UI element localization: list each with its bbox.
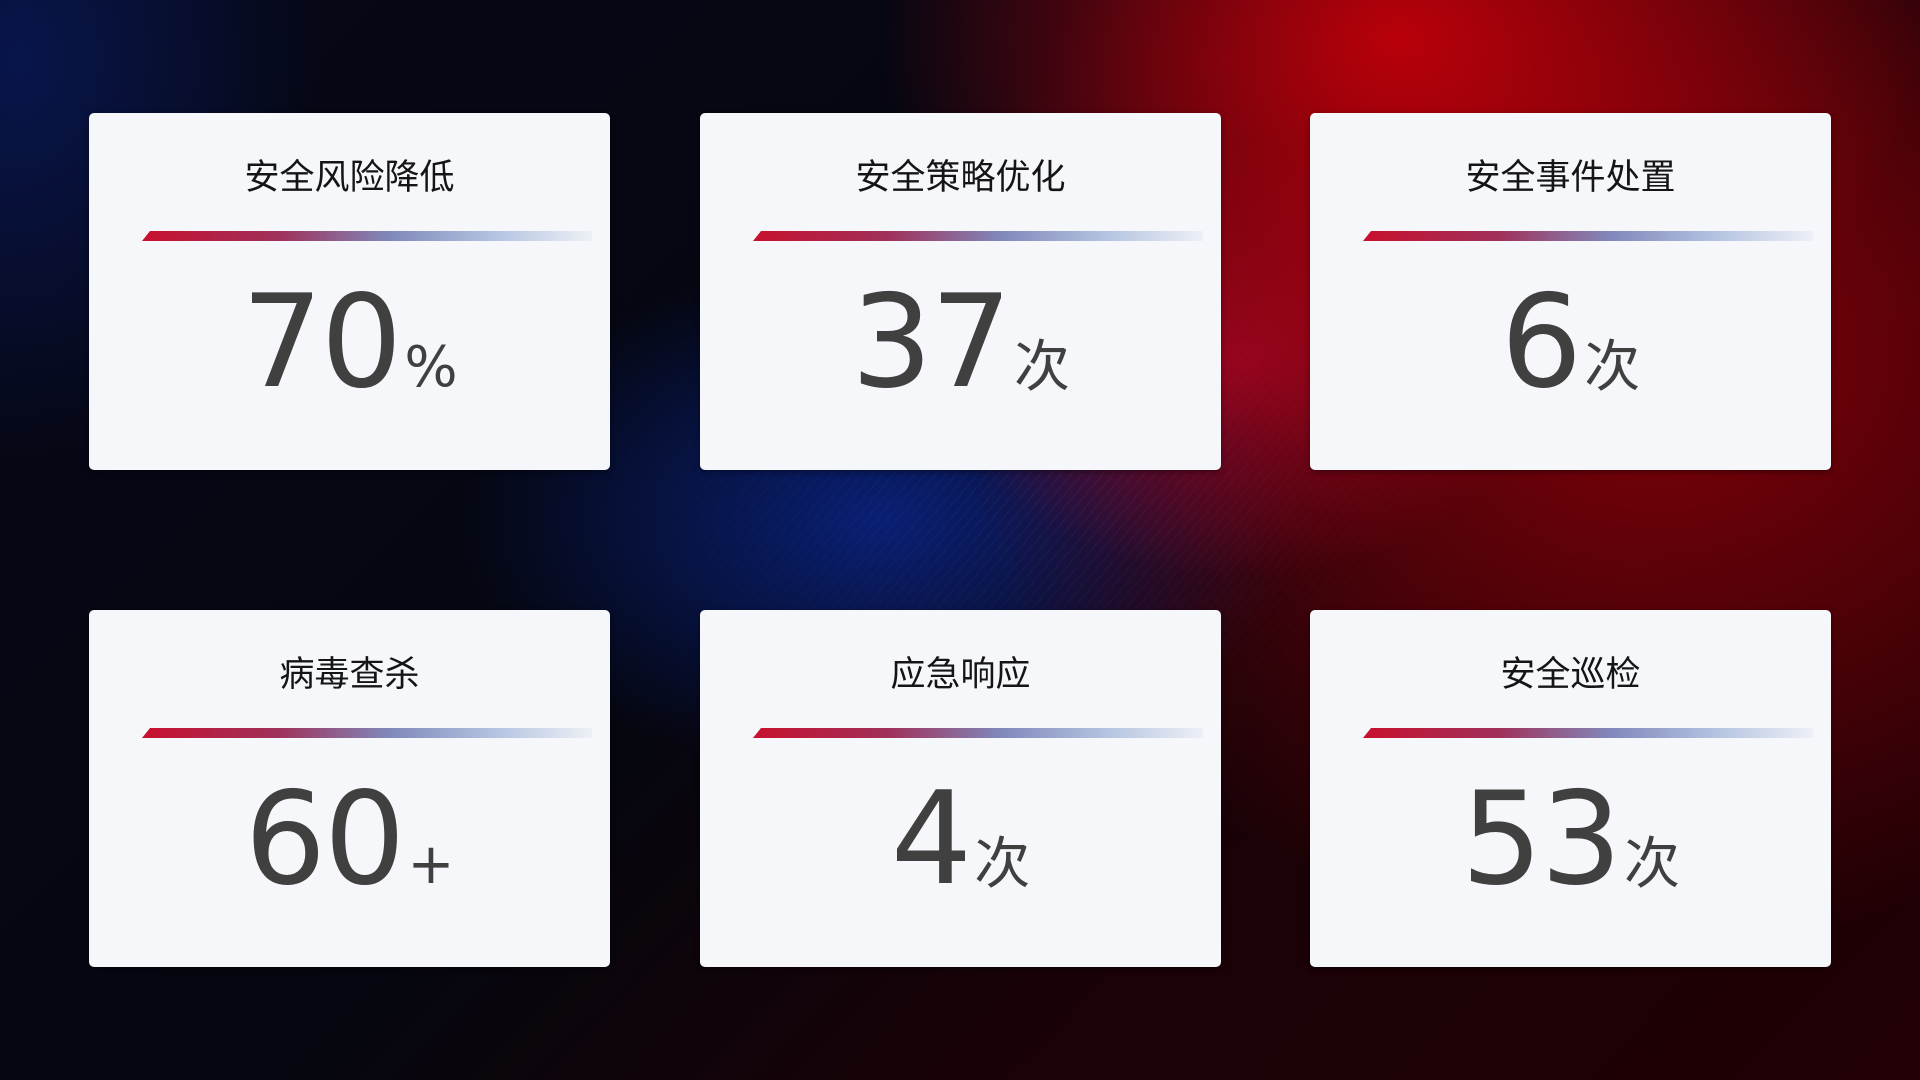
- value-number: 4: [890, 765, 972, 914]
- card-title: 安全事件处置: [1465, 158, 1676, 198]
- value-unit: 次: [974, 832, 1031, 897]
- value-number: 53: [1461, 765, 1622, 914]
- card-title: 应急响应: [890, 655, 1031, 695]
- stat-card-security-inspection: 安全巡检 53次: [1310, 610, 1831, 967]
- stat-card-risk-reduction: 安全风险降低 70%: [89, 113, 610, 470]
- card-title: 安全策略优化: [855, 158, 1066, 198]
- card-value: 4次: [700, 775, 1221, 943]
- card-title: 安全风险降低: [244, 158, 455, 198]
- gradient-divider: [1363, 728, 1813, 738]
- value-number: 6: [1500, 268, 1582, 417]
- stat-card-incident-handling: 安全事件处置 6次: [1310, 113, 1831, 470]
- gradient-divider: [753, 728, 1203, 738]
- gradient-divider: [753, 231, 1203, 241]
- gradient-divider: [142, 728, 592, 738]
- value-unit: +: [407, 832, 455, 897]
- card-value: 6次: [1310, 278, 1831, 446]
- value-unit: 次: [1584, 335, 1641, 400]
- gradient-divider: [1363, 231, 1813, 241]
- value-unit: %: [404, 335, 458, 400]
- card-value: 37次: [700, 278, 1221, 446]
- value-unit: 次: [1013, 335, 1070, 400]
- card-value: 60+: [89, 775, 610, 943]
- gradient-divider: [142, 231, 592, 241]
- stat-card-emergency-response: 应急响应 4次: [700, 610, 1221, 967]
- value-number: 60: [244, 765, 406, 914]
- card-title: 安全巡检: [1500, 655, 1641, 695]
- card-value: 53次: [1310, 775, 1831, 943]
- value-number: 70: [241, 268, 402, 417]
- card-title: 病毒查杀: [279, 655, 420, 695]
- value-number: 37: [851, 268, 1012, 417]
- value-unit: 次: [1623, 832, 1680, 897]
- stat-card-policy-optimization: 安全策略优化 37次: [700, 113, 1221, 470]
- card-value: 70%: [89, 278, 610, 446]
- stat-card-virus-removal: 病毒查杀 60+: [89, 610, 610, 967]
